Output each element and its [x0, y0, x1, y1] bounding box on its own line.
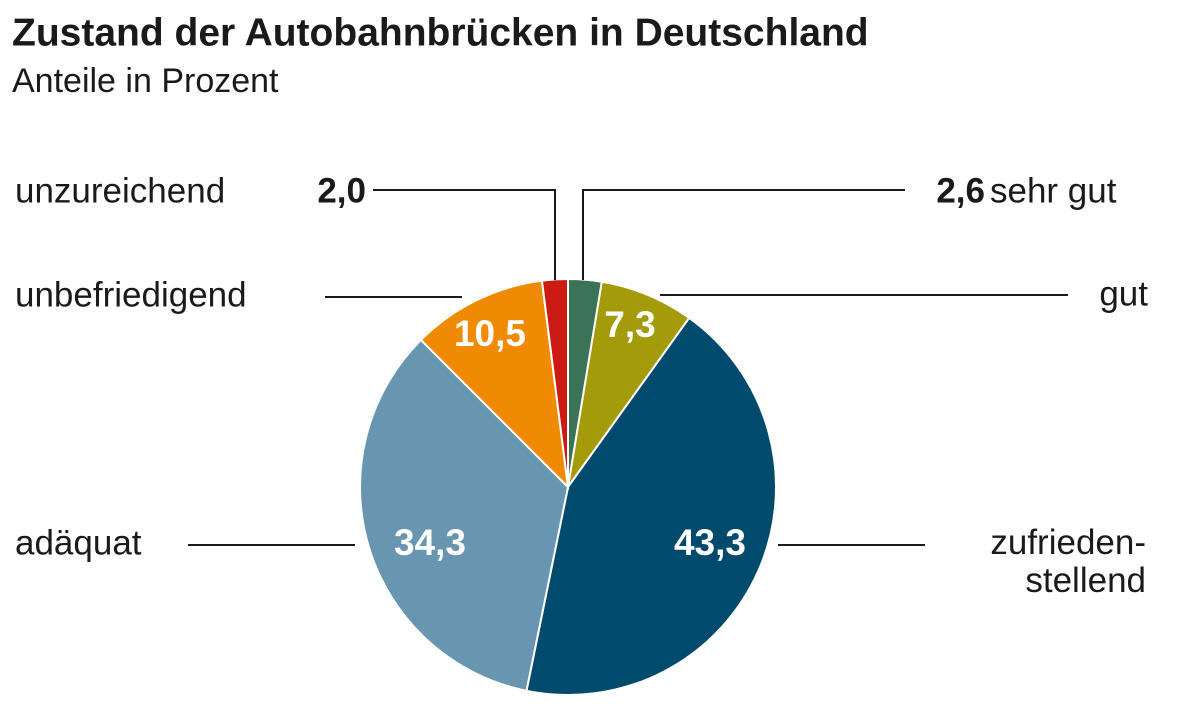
category-label: adäquat: [15, 523, 142, 562]
value-label: 43,3: [674, 522, 746, 563]
category-label: gut: [1099, 274, 1148, 313]
chart-title: Zustand der Autobahnbrücken in Deutschla…: [12, 11, 869, 54]
value-label: 10,5: [454, 313, 526, 354]
pie-slice: [525, 316, 777, 696]
leader-line: [373, 189, 556, 280]
category-label: unbefriedigend: [15, 275, 247, 314]
value-label: 2,0: [317, 171, 366, 210]
pie-slice: [359, 338, 570, 692]
category-label: zufrieden-stellend: [990, 523, 1146, 600]
pie-slice: [419, 279, 570, 490]
value-label: 7,3: [604, 304, 655, 345]
value-label: 34,3: [394, 522, 466, 563]
category-label: unzureichend: [15, 171, 225, 210]
category-label: sehr gut: [990, 171, 1117, 210]
chart-subtitle: Anteile in Prozent: [12, 62, 279, 100]
leader-line: [582, 189, 905, 280]
value-label: 2,6: [936, 171, 985, 210]
